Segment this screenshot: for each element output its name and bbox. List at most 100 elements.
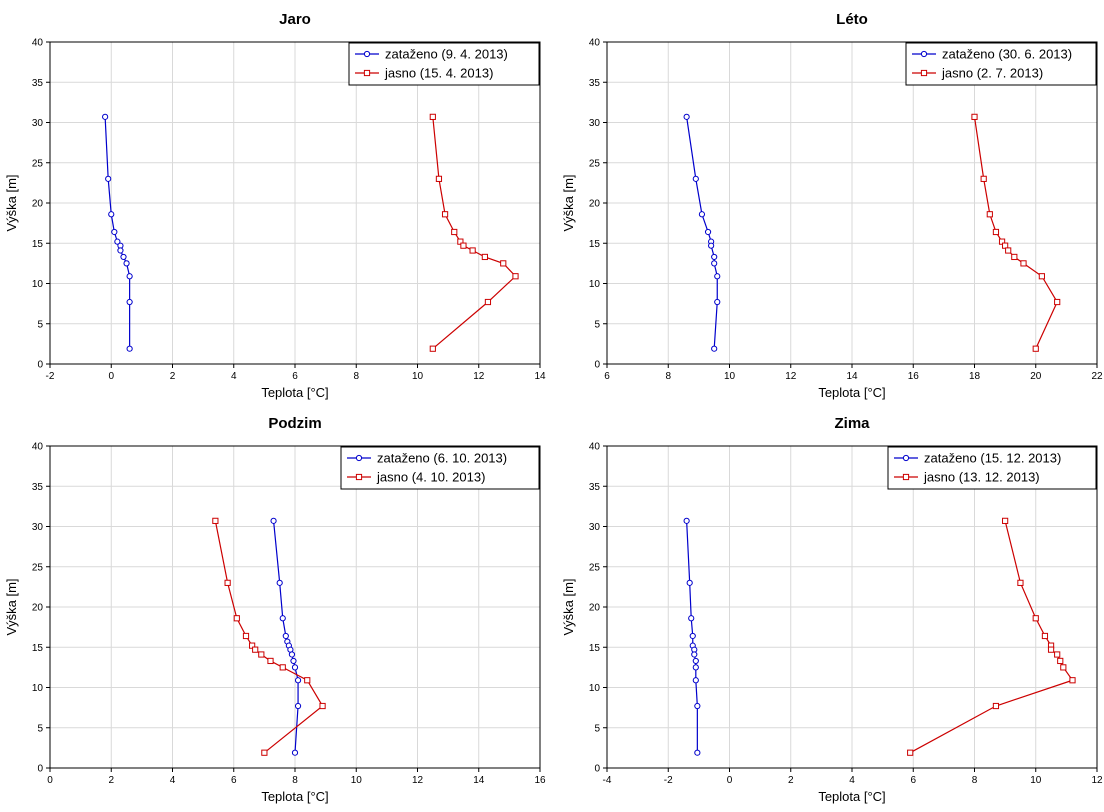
data-point: [291, 749, 299, 756]
data-point: [500, 260, 507, 267]
y-tick-label: 25: [32, 562, 44, 573]
data-point: [704, 228, 712, 236]
x-tick-label: 16: [534, 775, 546, 786]
legend-label-1: jasno (13. 12. 2013): [923, 470, 1040, 485]
data-point: [698, 211, 706, 218]
y-tick-label: 15: [589, 239, 601, 250]
x-tick-label: 10: [724, 371, 736, 382]
data-point: [1060, 664, 1067, 671]
data-point: [971, 113, 978, 120]
chart-panel-1: 6 8 10 12 14 16 18 20 22 0 5 10 15 20 25 30 35 40 Léto Tepl…: [561, 11, 1103, 400]
data-point: [1002, 517, 1009, 524]
data-point: [429, 113, 436, 120]
x-tick-label: 22: [1091, 371, 1103, 382]
x-tick-label: 6: [604, 371, 610, 382]
data-point: [1057, 657, 1064, 665]
data-point: [469, 247, 476, 254]
data-point: [711, 345, 718, 352]
y-tick-label: 0: [37, 764, 43, 775]
data-point: [233, 615, 240, 622]
data-point: [117, 247, 124, 254]
data-point: [451, 228, 458, 236]
data-point: [683, 517, 690, 524]
data-point: [267, 657, 274, 665]
legend-marker-0: [902, 454, 910, 462]
data-point: [279, 615, 286, 622]
data-point: [294, 677, 302, 684]
x-tick-label: 2: [788, 775, 794, 786]
data-point: [711, 260, 718, 267]
data-point: [1005, 247, 1012, 254]
x-tick-label: 6: [292, 371, 298, 382]
x-tick-label: 12: [473, 371, 485, 382]
x-tick-label: 2: [108, 775, 114, 786]
x-tick-label: 14: [846, 371, 858, 382]
x-tick-label: 0: [727, 775, 733, 786]
y-tick-label: 35: [32, 482, 44, 493]
data-point: [276, 579, 283, 586]
data-point: [992, 702, 1000, 710]
data-point: [907, 749, 914, 756]
y-axis-label: Výška [m]: [561, 578, 576, 635]
x-tick-label: 14: [473, 775, 485, 786]
legend-label-1: jasno (2. 7. 2013): [941, 66, 1043, 81]
y-tick-label: 40: [589, 38, 601, 49]
chart-title: Zima: [834, 415, 870, 432]
legend-marker-1: [363, 69, 371, 77]
x-tick-label: 12: [1091, 775, 1103, 786]
data-point: [304, 677, 311, 684]
data-point: [683, 113, 690, 120]
y-axis-label: Výška [m]: [4, 174, 19, 231]
data-point: [294, 702, 302, 710]
data-point: [689, 632, 696, 640]
data-point: [714, 298, 721, 306]
chart-title: Léto: [836, 11, 868, 28]
series-line-0: [104, 116, 131, 349]
data-point: [1020, 260, 1027, 267]
data-point: [111, 228, 118, 236]
x-tick-label: 4: [849, 775, 855, 786]
x-tick-label: 8: [665, 371, 671, 382]
x-tick-label: -2: [664, 775, 673, 786]
data-point: [714, 273, 721, 280]
y-tick-label: 40: [32, 442, 44, 453]
data-point: [460, 242, 467, 249]
chart-panel-2: 0 2 4 6 8 10 12 14 16 0 5 10 15 20 25 30 35 40 Podzim Teplo…: [4, 415, 546, 804]
y-tick-label: 20: [589, 603, 601, 614]
data-point: [291, 664, 299, 671]
y-tick-label: 40: [589, 442, 601, 453]
y-tick-label: 20: [32, 603, 44, 614]
x-tick-label: 6: [231, 775, 237, 786]
data-point: [686, 579, 693, 586]
data-point: [1032, 345, 1039, 352]
data-point: [1069, 677, 1076, 684]
data-point: [242, 632, 250, 640]
y-tick-label: 30: [32, 118, 44, 129]
y-tick-label: 5: [594, 723, 600, 734]
data-point: [688, 615, 695, 622]
x-tick-label: 8: [292, 775, 298, 786]
x-tick-label: 2: [170, 371, 176, 382]
data-point: [258, 651, 265, 658]
legend: zataženo (6. 10. 2013) jasno (4. 10. 2013…: [340, 446, 540, 490]
x-tick-label: 0: [47, 775, 53, 786]
legend-label-0: zataženo (6. 10. 2013): [377, 451, 507, 466]
legend-label-1: jasno (4. 10. 2013): [376, 470, 485, 485]
data-point: [114, 238, 121, 245]
x-tick-label: 10: [351, 775, 363, 786]
x-tick-label: 4: [231, 371, 237, 382]
data-point: [980, 175, 987, 182]
x-tick-label: 10: [412, 371, 424, 382]
y-tick-label: 20: [589, 199, 601, 210]
data-point: [126, 298, 133, 306]
data-point: [992, 228, 1000, 236]
legend: zataženo (30. 6. 2013) jasno (2. 7. 2013): [905, 42, 1097, 86]
x-tick-label: 10: [1030, 775, 1042, 786]
data-point: [986, 211, 993, 218]
data-point: [711, 253, 718, 261]
x-tick-label: 12: [412, 775, 424, 786]
chart-panel-0: -2 0 2 4 6 8 10 12 140510152025303540JaroTeplota…: [4, 11, 546, 400]
series-line-0: [686, 116, 718, 349]
data-point: [123, 260, 130, 267]
